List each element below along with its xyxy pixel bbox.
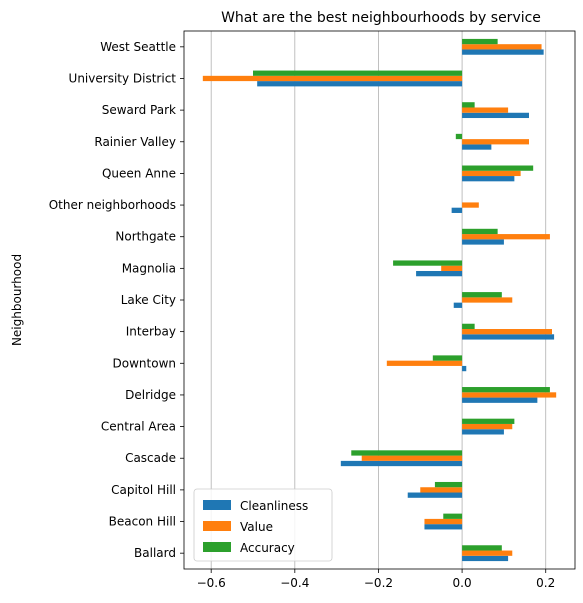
- bar-value: [462, 297, 513, 303]
- y-tick-label: Beacon Hill: [109, 515, 176, 529]
- y-tick-label: University District: [69, 71, 177, 85]
- y-tick-label: Delridge: [125, 388, 176, 402]
- y-tick-label: Seward Park: [102, 103, 176, 117]
- legend-label: Accuracy: [240, 541, 295, 555]
- bar-value: [462, 107, 509, 113]
- bar-cleanliness: [257, 81, 463, 87]
- x-tick-label: 0.2: [536, 576, 555, 590]
- bar-cleanliness: [407, 492, 463, 498]
- plot-frame: [183, 30, 576, 570]
- bars: [202, 38, 557, 562]
- bar-cleanliness: [424, 524, 463, 530]
- y-tick-label: Lake City: [121, 293, 176, 307]
- bar-value: [462, 392, 557, 398]
- bar-cleanliness: [462, 555, 509, 562]
- y-axis-label: Neighbourhood: [10, 254, 24, 346]
- bar-accuracy: [443, 513, 463, 519]
- bar-cleanliness: [462, 176, 515, 182]
- y-tick-label: Cascade: [125, 451, 176, 465]
- bar-cleanliness: [462, 397, 538, 403]
- y-tick-label: Northgate: [115, 230, 176, 244]
- legend-label: Cleanliness: [240, 499, 308, 513]
- bar-accuracy: [462, 545, 502, 551]
- bar-accuracy: [434, 481, 463, 488]
- x-tick-label: 0.0: [453, 576, 472, 590]
- x-tick-label: −0.2: [364, 576, 393, 590]
- y-tick-label: Interbay: [126, 325, 176, 339]
- x-tick-label: −0.6: [197, 576, 226, 590]
- bar-value: [420, 487, 463, 493]
- bar-value: [361, 455, 463, 461]
- bar-value: [202, 75, 463, 82]
- bar-value: [462, 550, 513, 556]
- bar-cleanliness: [462, 429, 504, 435]
- y-tick-label: Magnolia: [122, 261, 176, 275]
- bar-accuracy: [462, 292, 502, 298]
- legend-label: Value: [240, 520, 273, 534]
- y-tick-label: Other neighborhoods: [49, 198, 176, 212]
- y-tick-label: Rainier Valley: [94, 135, 176, 149]
- bar-accuracy: [462, 38, 498, 45]
- legend-swatch: [203, 521, 231, 531]
- bar-value: [462, 202, 479, 208]
- gridlines: [210, 31, 547, 569]
- bar-cleanliness: [451, 207, 463, 213]
- bar-value: [462, 423, 513, 430]
- bar-value: [462, 234, 550, 240]
- bar-accuracy: [462, 387, 550, 393]
- y-tick-label: Downtown: [113, 356, 176, 370]
- axes: −0.6 −0.4 −0.2 0.0 0.2 Ballard Beacon Hill Capi…: [49, 30, 576, 590]
- bar-accuracy: [462, 418, 515, 424]
- bar-value: [462, 329, 552, 335]
- legend: Cleanliness Value Accuracy: [193, 488, 333, 562]
- bar-cleanliness: [462, 49, 544, 55]
- bar-value: [462, 44, 542, 50]
- bar-accuracy: [253, 70, 463, 76]
- bar-value: [386, 360, 463, 366]
- y-tick-label: Ballard: [134, 546, 176, 560]
- bar-cleanliness: [462, 365, 467, 372]
- bar-cleanliness: [462, 334, 555, 340]
- chart-title: What are the best neighbourhoods by serv…: [221, 10, 541, 26]
- bar-accuracy: [462, 323, 475, 330]
- bar-accuracy: [393, 260, 463, 266]
- bar-cleanliness: [453, 302, 463, 308]
- bar-accuracy: [462, 102, 475, 108]
- bar-cleanliness: [462, 239, 504, 245]
- bar-cleanliness: [462, 112, 529, 119]
- bar-value: [441, 265, 463, 271]
- y-tick-label: West Seattle: [100, 40, 176, 54]
- y-tick-label: Capitol Hill: [111, 483, 176, 497]
- y-tick-label: Queen Anne: [102, 166, 176, 180]
- bar-accuracy: [432, 355, 463, 361]
- bar-cleanliness: [340, 460, 463, 467]
- bar-value: [462, 170, 521, 177]
- bar-value: [424, 518, 463, 525]
- bar-accuracy: [351, 450, 463, 456]
- bar-accuracy: [455, 133, 463, 140]
- legend-swatch: [203, 542, 231, 552]
- bar-cleanliness: [462, 144, 492, 150]
- bar-cleanliness: [416, 270, 463, 277]
- bar-accuracy: [462, 165, 534, 171]
- y-tick-label: Central Area: [101, 420, 176, 434]
- legend-swatch: [203, 500, 231, 510]
- bar-accuracy: [462, 228, 498, 235]
- x-tick-label: −0.4: [280, 576, 309, 590]
- bar-value: [462, 139, 529, 145]
